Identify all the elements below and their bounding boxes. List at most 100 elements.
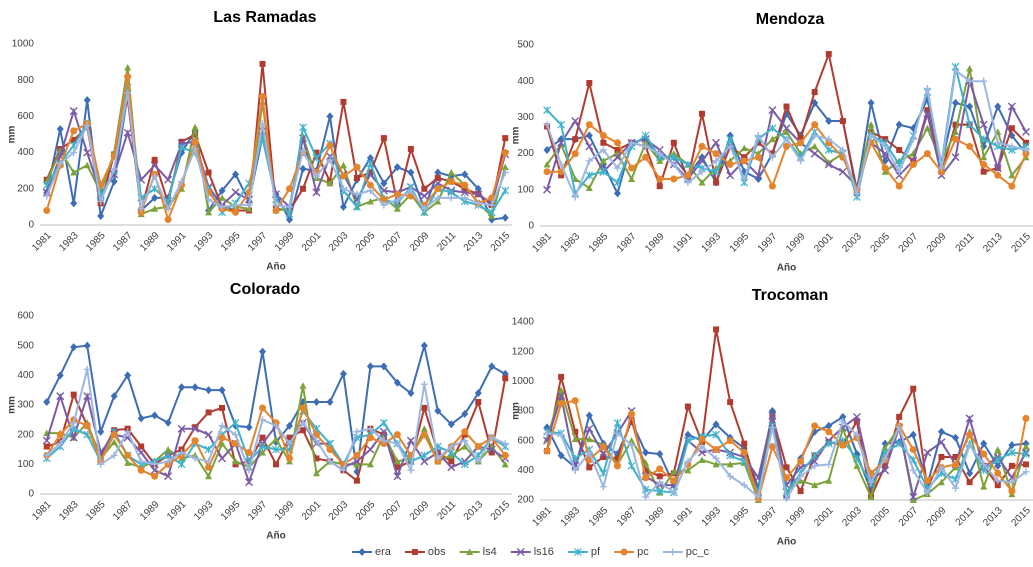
marker — [299, 147, 307, 155]
marker — [783, 464, 790, 471]
marker — [684, 171, 692, 179]
marker — [245, 466, 253, 474]
y-tick-label: 600 — [17, 111, 34, 122]
marker — [923, 150, 931, 158]
marker — [393, 440, 401, 448]
marker — [952, 121, 959, 128]
marker — [299, 185, 306, 192]
marker — [313, 455, 320, 462]
marker — [218, 434, 226, 442]
marker — [259, 448, 267, 456]
marker — [726, 135, 735, 144]
marker — [980, 168, 987, 175]
marker — [299, 419, 307, 427]
marker — [205, 169, 212, 176]
marker — [571, 454, 580, 463]
x-tick-label: 1991 — [671, 231, 695, 255]
marker — [768, 153, 776, 161]
x-tick-label: 2013 — [462, 499, 486, 523]
marker — [420, 451, 429, 460]
marker — [164, 446, 172, 453]
marker — [42, 436, 51, 445]
marker — [191, 123, 199, 131]
marker — [740, 449, 748, 457]
marker — [882, 136, 889, 143]
marker — [353, 428, 361, 436]
marker — [150, 161, 159, 170]
marker — [923, 109, 932, 118]
subplot-title: Las Ramadas — [213, 9, 316, 26]
marker — [966, 102, 974, 111]
marker — [192, 424, 199, 431]
marker — [980, 160, 988, 168]
legend-item: pc_c — [662, 546, 709, 558]
marker — [628, 164, 636, 172]
marker — [56, 125, 64, 134]
marker — [285, 440, 293, 448]
marker — [110, 451, 118, 459]
marker — [1022, 414, 1030, 422]
marker — [628, 410, 636, 418]
marker — [205, 463, 213, 471]
marker — [164, 457, 172, 465]
marker — [811, 422, 819, 430]
marker — [447, 194, 455, 202]
legend-item: obs — [404, 546, 446, 558]
marker — [460, 188, 469, 197]
marker — [613, 462, 621, 470]
marker — [881, 466, 890, 475]
x-tick-label: 1981 — [30, 499, 54, 523]
marker — [353, 460, 361, 468]
marker — [420, 457, 429, 466]
x-tick-label: 1983 — [57, 499, 81, 523]
marker — [205, 386, 213, 395]
x-tick-label: 1999 — [784, 231, 808, 255]
marker — [366, 434, 374, 442]
marker — [43, 192, 51, 200]
legend-item: ls16 — [510, 546, 554, 558]
marker — [137, 208, 145, 216]
marker — [768, 124, 777, 133]
marker — [825, 477, 833, 484]
marker — [151, 193, 159, 202]
marker — [285, 454, 293, 462]
marker — [980, 460, 988, 468]
marker — [461, 443, 469, 450]
marker — [380, 179, 388, 188]
marker — [824, 160, 833, 169]
marker — [501, 169, 509, 177]
x-tick-label: 2003 — [840, 231, 864, 255]
y-tick-label: 400 — [17, 147, 34, 158]
marker — [726, 460, 734, 468]
marker — [937, 168, 945, 176]
marker — [980, 439, 988, 448]
marker — [572, 136, 579, 143]
marker — [353, 174, 360, 181]
marker — [585, 435, 593, 443]
marker — [407, 389, 415, 398]
marker — [825, 51, 832, 58]
marker — [881, 142, 889, 150]
marker — [353, 477, 360, 484]
marker — [339, 172, 347, 180]
marker — [557, 451, 565, 460]
x-tick-label: 1997 — [756, 505, 780, 529]
marker — [380, 196, 388, 204]
marker — [1022, 146, 1030, 154]
marker — [783, 135, 790, 143]
marker — [726, 142, 734, 150]
y-tick-label: 1400 — [512, 317, 535, 328]
marker — [1007, 102, 1016, 111]
marker — [366, 159, 375, 168]
marker — [461, 181, 469, 189]
x-tick-label: 2007 — [897, 231, 921, 255]
x-tick-label: 2001 — [300, 230, 324, 254]
marker — [83, 148, 92, 157]
marker — [340, 98, 347, 105]
marker — [393, 457, 401, 465]
marker — [740, 481, 748, 489]
marker — [56, 371, 64, 380]
marker — [353, 451, 361, 459]
marker — [1021, 127, 1030, 136]
y-tick-label: 1000 — [512, 376, 535, 387]
